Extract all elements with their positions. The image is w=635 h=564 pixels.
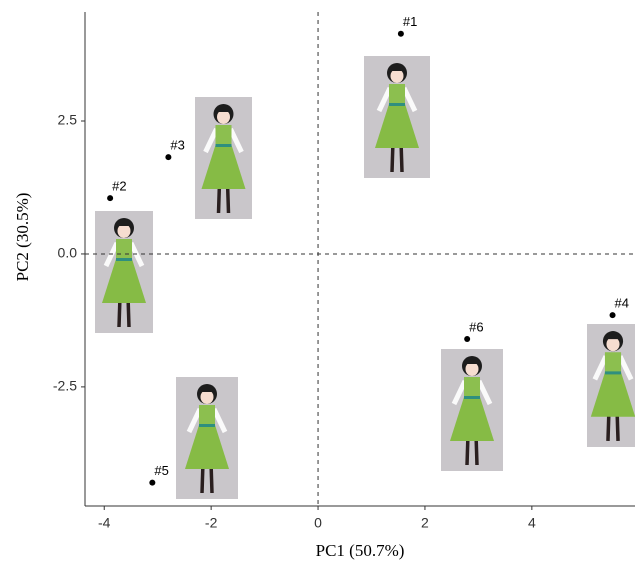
bangs: [465, 359, 479, 364]
point-label: #6: [469, 319, 483, 334]
point: [464, 336, 470, 342]
belt: [464, 396, 480, 399]
point-label: #5: [154, 463, 168, 478]
bangs: [217, 107, 231, 112]
face: [118, 224, 131, 238]
torso: [464, 377, 480, 399]
x-tick-label: -2: [205, 515, 218, 531]
x-tick-label: 4: [528, 515, 536, 531]
torso: [605, 352, 621, 374]
bangs: [606, 334, 620, 339]
torso: [199, 405, 215, 427]
point: [398, 31, 404, 37]
point: [610, 312, 616, 318]
point: [107, 195, 113, 201]
y-tick-label: 2.5: [58, 112, 78, 128]
character-image: [95, 211, 153, 333]
belt: [116, 258, 132, 261]
belt: [389, 103, 405, 106]
bangs: [117, 221, 131, 226]
bangs: [390, 66, 404, 71]
belt: [605, 371, 621, 374]
torso: [116, 239, 132, 261]
y-tick-label: -2.5: [53, 378, 77, 394]
x-tick-label: 0: [314, 515, 322, 531]
character-image: [195, 97, 252, 219]
point-label: #2: [112, 179, 126, 194]
face: [466, 362, 479, 376]
x-axis-title: PC1 (50.7%): [316, 541, 405, 560]
character-image: [176, 377, 238, 499]
y-tick-label: 0.0: [58, 245, 78, 261]
point-label: #3: [170, 138, 184, 153]
point: [165, 154, 171, 160]
face: [606, 337, 619, 351]
belt: [199, 424, 215, 427]
x-tick-label: 2: [421, 515, 429, 531]
y-axis-title: PC2 (30.5%): [13, 193, 32, 282]
torso: [216, 125, 232, 147]
point-label: #4: [615, 296, 629, 311]
belt: [216, 144, 232, 147]
x-tick-label: -4: [98, 515, 111, 531]
point: [149, 480, 155, 486]
torso: [389, 84, 405, 106]
character-image: [587, 324, 635, 447]
point-label: #1: [403, 14, 417, 29]
face: [201, 390, 214, 404]
character-image: [441, 349, 503, 471]
bangs: [200, 387, 214, 392]
face: [217, 110, 230, 124]
chart: PC1 (50.7%) PC2 (30.5%) -4 -2 0 2 4 -2.5 0.0 2.…: [0, 0, 635, 564]
character-image: [364, 56, 430, 178]
face: [391, 69, 404, 83]
